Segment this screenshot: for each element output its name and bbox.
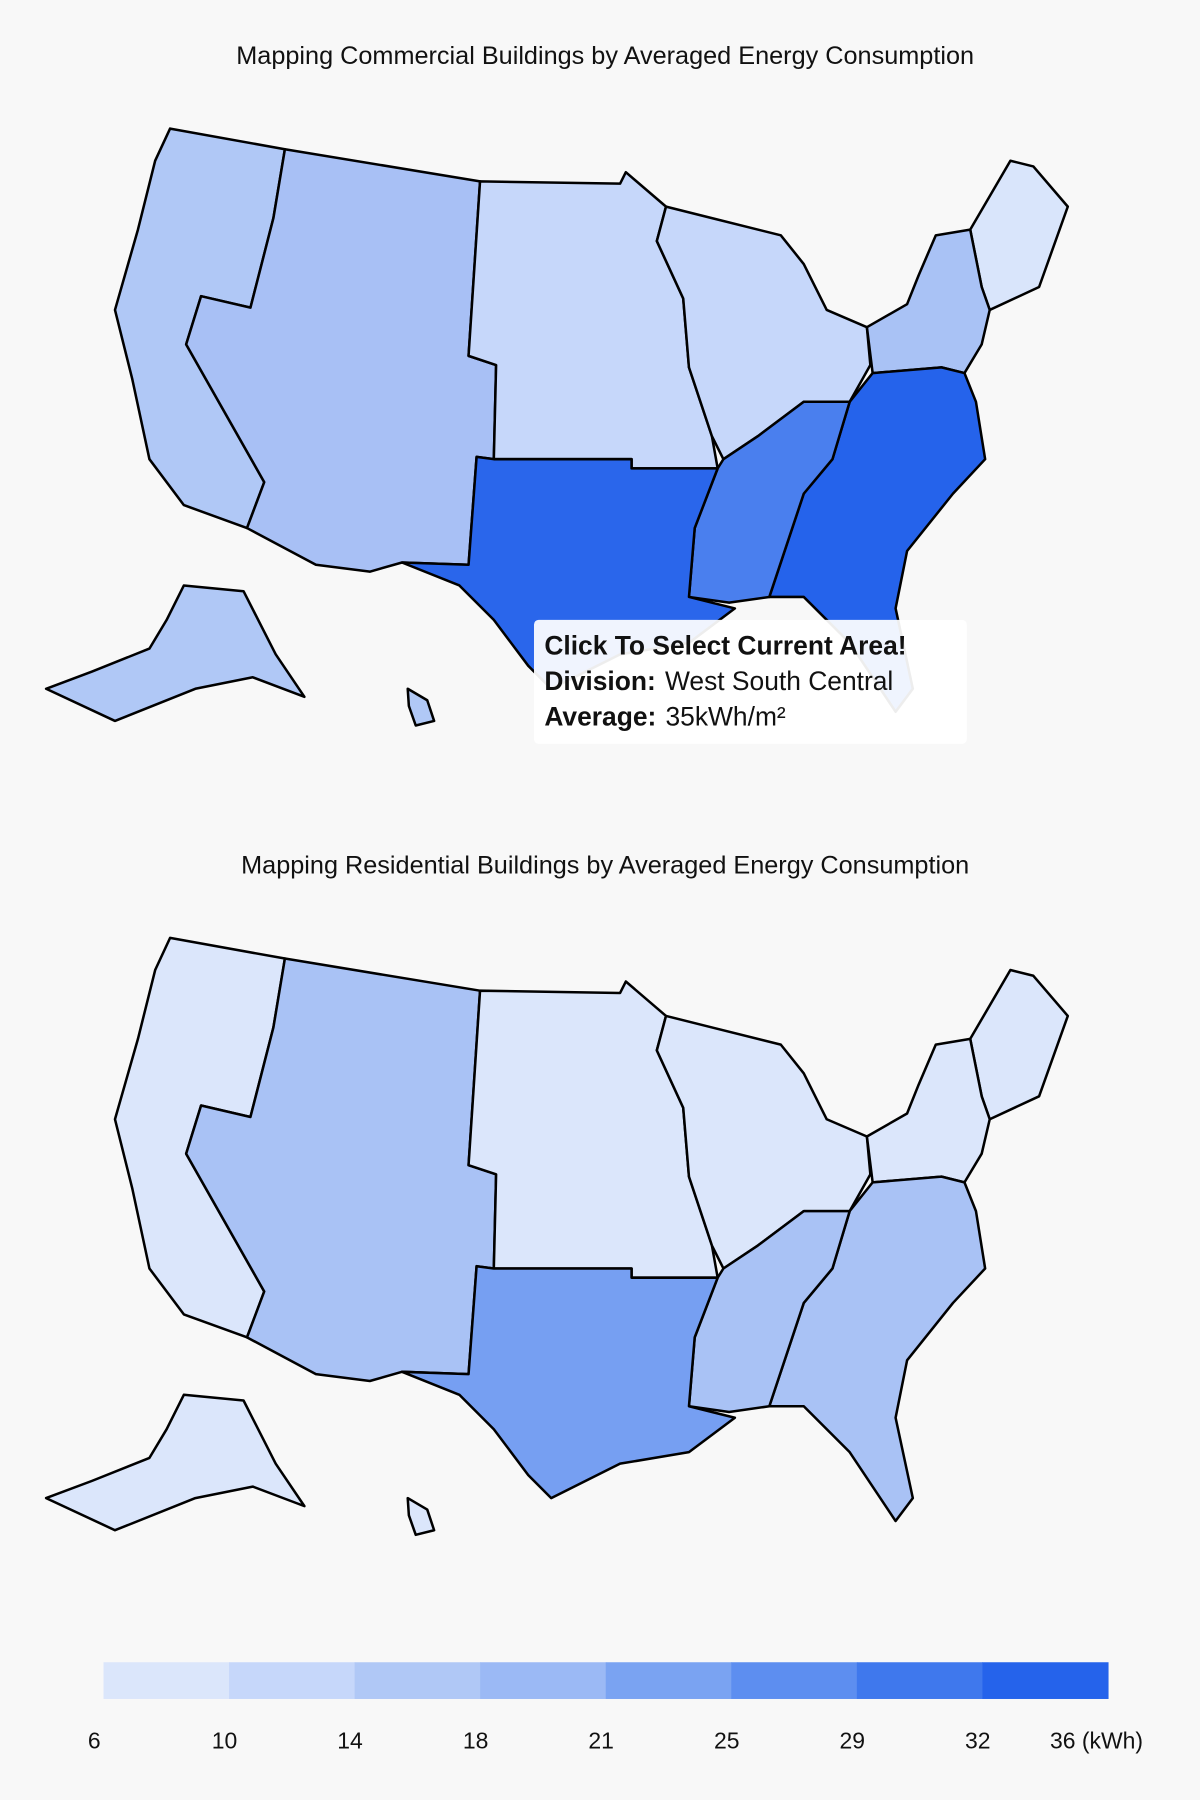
division-region[interactable]	[865, 1037, 991, 1184]
legend-swatch	[731, 1662, 858, 1699]
tooltip-value: West South Central	[665, 666, 893, 696]
legend-tick-label: 21	[588, 1728, 614, 1754]
division-region[interactable]	[400, 1264, 737, 1500]
legend-tick-label: 18	[463, 1728, 489, 1754]
tooltip-heading: Click To Select Current Area!	[544, 630, 906, 660]
legend-swatch	[229, 1662, 356, 1699]
map	[44, 936, 1070, 1537]
legend-swatch	[982, 1662, 1109, 1699]
tooltip: Click To Select Current Area! Division: We…	[533, 619, 967, 744]
division-region[interactable]	[687, 400, 851, 604]
division-region[interactable]	[687, 1209, 851, 1414]
tooltip-label: Average:	[544, 702, 656, 732]
legend-tick-label: 25	[714, 1728, 740, 1754]
legend-tick-label: 36 (kWh)	[1050, 1728, 1143, 1754]
tooltip-value: 35kWh/m²	[665, 702, 785, 732]
legend-swatch	[856, 1662, 983, 1699]
legend-swatch	[103, 1662, 230, 1699]
map	[44, 127, 1070, 727]
map-title: Mapping Commercial Buildings by Averaged…	[236, 42, 974, 70]
division-region[interactable]	[968, 159, 1070, 312]
tooltip-label: Division:	[544, 666, 655, 696]
legend-tick-label: 10	[212, 1728, 238, 1754]
legend-tick-label: 6	[88, 1728, 101, 1754]
legend-tick-label: 32	[965, 1728, 991, 1754]
division-region[interactable]	[968, 968, 1070, 1121]
legend-tick-label: 14	[337, 1728, 363, 1754]
legend: 6 10 14 18 21 25 29 32 36 (kWh)	[88, 1662, 1143, 1754]
legend-tick-label: 29	[840, 1728, 866, 1754]
legend-swatch	[354, 1662, 481, 1699]
tooltip-row: Division: West South Central	[544, 666, 893, 696]
map-title: Mapping Residential Buildings by Average…	[241, 851, 969, 879]
legend-swatch	[480, 1662, 607, 1699]
division-region[interactable]	[865, 228, 991, 375]
tooltip-box	[533, 619, 967, 744]
tooltip-row: Average: 35kWh/m²	[544, 702, 786, 732]
legend-swatch	[605, 1662, 732, 1699]
